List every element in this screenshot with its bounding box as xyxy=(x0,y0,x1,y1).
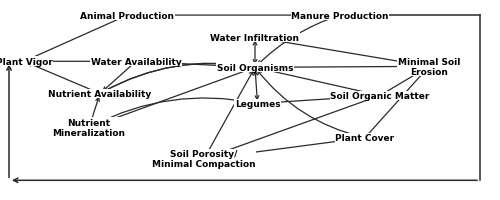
Text: Legumes: Legumes xyxy=(234,100,281,108)
Text: Manure Production: Manure Production xyxy=(291,12,389,20)
Text: Nutrient
Mineralization: Nutrient Mineralization xyxy=(52,118,126,138)
Text: Water Infiltration: Water Infiltration xyxy=(210,34,300,42)
Text: Soil Porosity/
Minimal Compaction: Soil Porosity/ Minimal Compaction xyxy=(152,149,256,169)
Text: Nutrient Availability: Nutrient Availability xyxy=(48,90,152,98)
Text: Animal Production: Animal Production xyxy=(80,12,174,20)
Text: Plant Vigor: Plant Vigor xyxy=(0,58,52,66)
Text: Soil Organisms: Soil Organisms xyxy=(217,64,293,72)
Text: Minimal Soil
Erosion: Minimal Soil Erosion xyxy=(398,57,460,77)
Text: Soil Organic Matter: Soil Organic Matter xyxy=(330,92,430,100)
Text: Water Availability: Water Availability xyxy=(90,58,182,66)
Text: Plant Cover: Plant Cover xyxy=(336,134,394,142)
